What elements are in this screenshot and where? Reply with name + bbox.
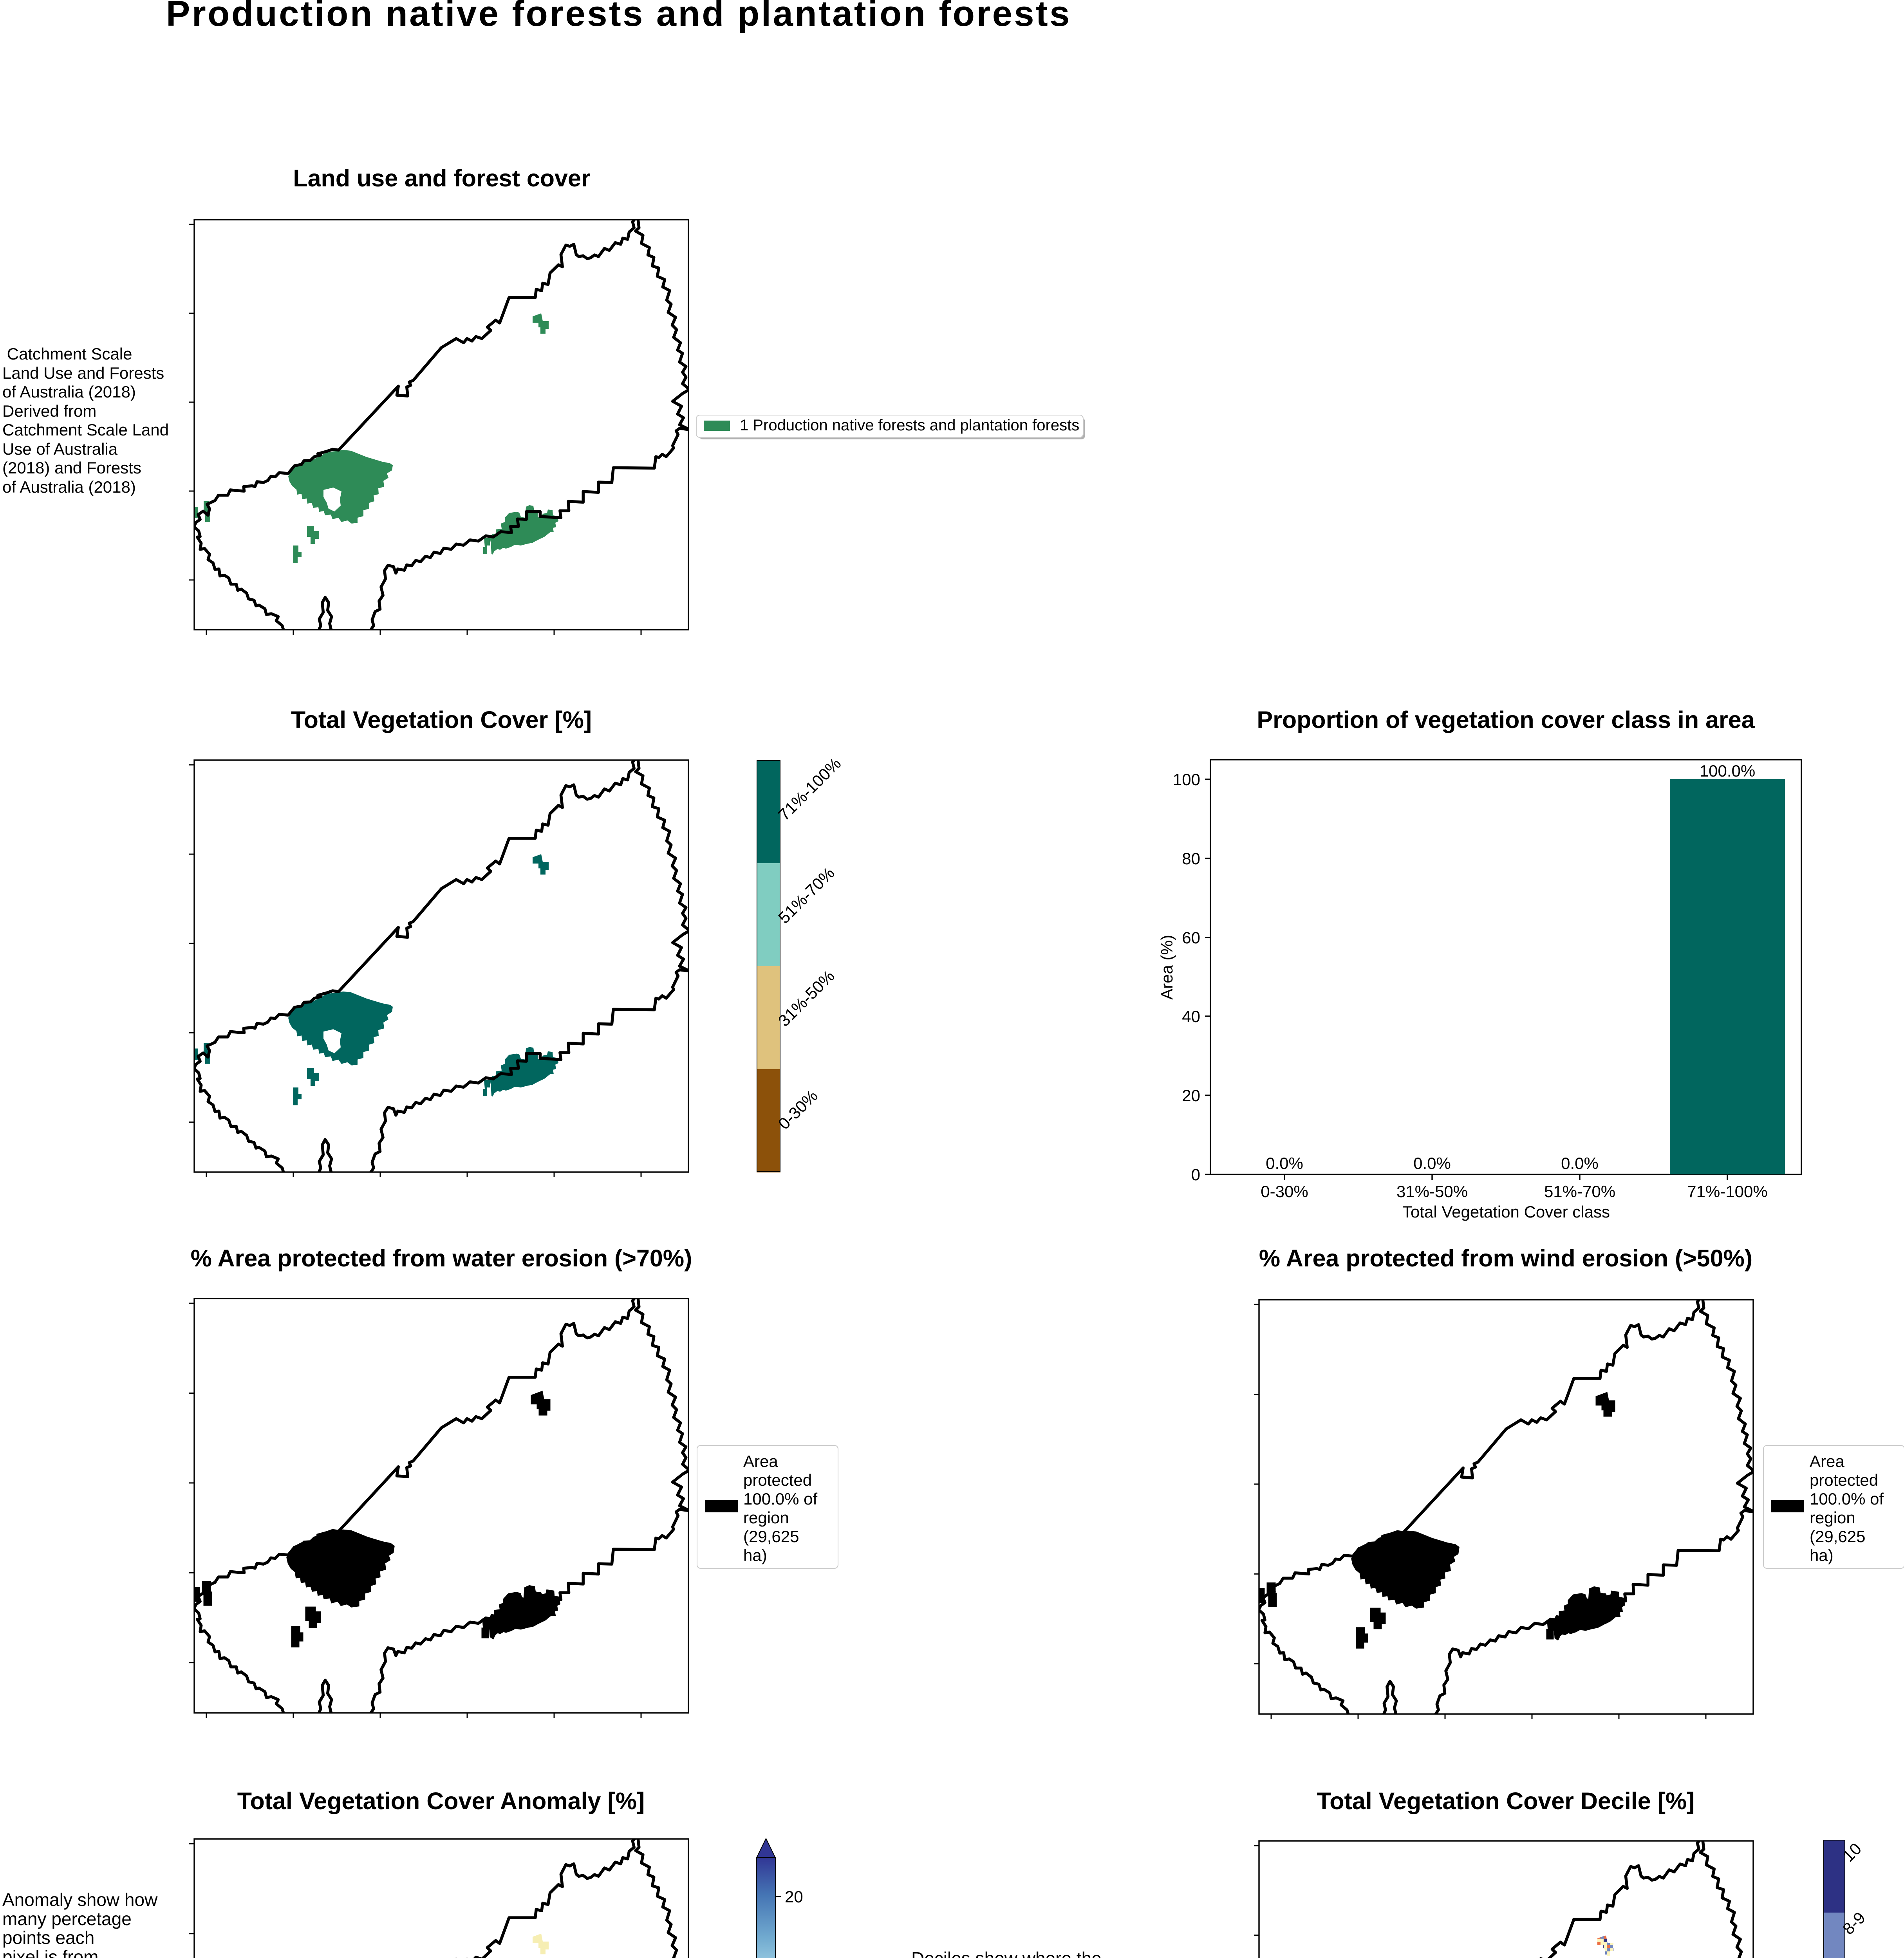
svg-text:Area (%): Area (%) (1158, 935, 1176, 1000)
svg-text:60: 60 (1182, 928, 1200, 947)
svg-text:100.0%: 100.0% (1700, 762, 1755, 780)
svg-text:0-30%: 0-30% (1261, 1182, 1308, 1201)
svg-text:0.0%: 0.0% (1561, 1154, 1599, 1172)
svg-text:0.0%: 0.0% (1413, 1154, 1451, 1172)
svg-text:51%-70%: 51%-70% (1544, 1182, 1615, 1201)
svg-text:40: 40 (1182, 1007, 1200, 1026)
svg-text:Total Vegetation Cover class: Total Vegetation Cover class (1402, 1203, 1610, 1221)
svg-text:80: 80 (1182, 849, 1200, 868)
svg-text:0.0%: 0.0% (1266, 1154, 1303, 1172)
svg-text:71%-100%: 71%-100% (1687, 1182, 1767, 1201)
svg-text:0: 0 (1191, 1165, 1200, 1184)
svg-text:20: 20 (1182, 1086, 1200, 1105)
svg-text:31%-50%: 31%-50% (1396, 1182, 1468, 1201)
svg-text:20: 20 (785, 1888, 803, 1906)
svg-text:100: 100 (1173, 770, 1200, 789)
